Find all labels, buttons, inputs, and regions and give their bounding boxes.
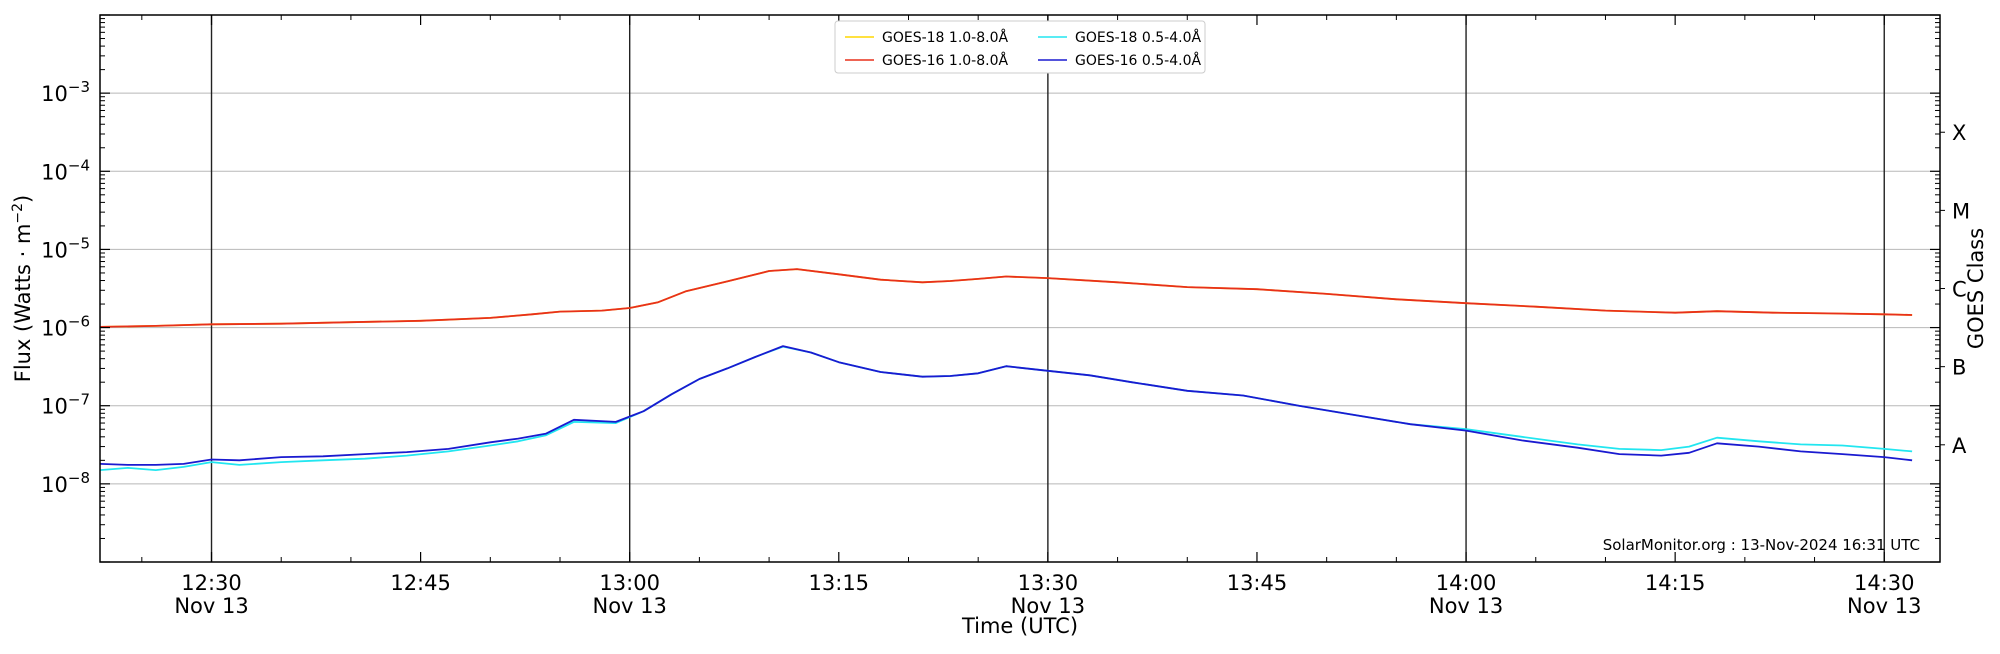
x-tick-label: 14:30: [1854, 571, 1915, 595]
y-tick-label: 10−6: [41, 313, 90, 341]
x-tick-label: 13:15: [809, 571, 870, 595]
goes-class-label: C: [1952, 278, 1967, 302]
x-tick-date-label: Nov 13: [1011, 594, 1085, 618]
y-axis-title-main: Flux (Watts · m: [11, 224, 35, 383]
y-tick-exponent: −8: [68, 469, 90, 487]
y-tick-base: 10: [41, 238, 68, 262]
x-tick-date-label: Nov 13: [1847, 594, 1921, 618]
y-axis-title-exponent: −2: [10, 203, 26, 224]
y-tick-exponent: −7: [68, 391, 90, 409]
legend-label: GOES-18 0.5-4.0Å: [1075, 29, 1201, 46]
goes-class-label: B: [1952, 356, 1966, 380]
goes-class-label: X: [1952, 121, 1966, 145]
y-tick-base: 10: [41, 160, 68, 184]
y-axis-ticks: 10−810−710−610−510−410−3: [41, 14, 1940, 563]
x-tick-label: 12:45: [390, 571, 451, 595]
credit-text: SolarMonitor.org : 13-Nov-2024 16:31 UTC: [1603, 536, 1920, 554]
plot-frame: [99, 14, 1941, 563]
series-line-4: [99, 345, 1913, 466]
y-tick-exponent: −5: [68, 234, 90, 252]
legend-box: [834, 20, 1206, 74]
y-tick-label: 10−7: [41, 391, 90, 419]
x-axis-title: Time (UTC): [961, 614, 1078, 638]
y-tick-base: 10: [41, 317, 68, 341]
x-tick-date-label: Nov 13: [593, 594, 667, 618]
x-tick-label: 14:15: [1645, 571, 1706, 595]
x-tick-label: 13:45: [1227, 571, 1288, 595]
y-tick-exponent: −3: [68, 78, 90, 96]
y-tick-label: 10−3: [41, 78, 90, 106]
x-tick-date-label: Nov 13: [174, 594, 248, 618]
y-tick-base: 10: [41, 82, 68, 106]
goes-class-label: M: [1952, 199, 1970, 223]
goes-class-axis-title: GOES Class: [1964, 228, 1988, 349]
legend-label: GOES-16 0.5-4.0Å: [1075, 52, 1201, 69]
legend: GOES-18 1.0-8.0Å GOES-16 1.0-8.0Å GOES-18 …: [834, 20, 1206, 74]
series-line-1: [99, 268, 1913, 328]
y-axis-title-close: ): [11, 195, 35, 203]
legend-label: GOES-18 1.0-8.0Å: [882, 29, 1008, 46]
y-axis-title: Flux (Watts · m−2): [10, 195, 35, 383]
x-tick-date-label: Nov 13: [1429, 594, 1503, 618]
y-tick-label: 10−5: [41, 234, 90, 262]
grid-lines: [100, 14, 1940, 563]
series-line-3: [99, 345, 1913, 472]
x-tick-label: 13:00: [599, 571, 660, 595]
series-line-2: [99, 268, 1913, 328]
legend-label: GOES-16 1.0-8.0Å: [882, 52, 1008, 69]
day-vertical-lines: [210, 15, 1885, 562]
y-tick-base: 10: [41, 473, 68, 497]
y-tick-exponent: −4: [68, 156, 90, 174]
goes-class-label: A: [1952, 434, 1967, 458]
y-tick-label: 10−4: [41, 156, 90, 184]
y-tick-base: 10: [41, 395, 68, 419]
y-tick-label: 10−8: [41, 469, 90, 497]
x-tick-label: 13:30: [1018, 571, 1079, 595]
goes-class-labels: A B C M X: [1940, 121, 1970, 458]
x-tick-label: 12:30: [181, 571, 242, 595]
series-lines: [99, 268, 1913, 472]
x-tick-label: 14:00: [1436, 571, 1497, 595]
y-tick-exponent: −6: [68, 313, 90, 331]
